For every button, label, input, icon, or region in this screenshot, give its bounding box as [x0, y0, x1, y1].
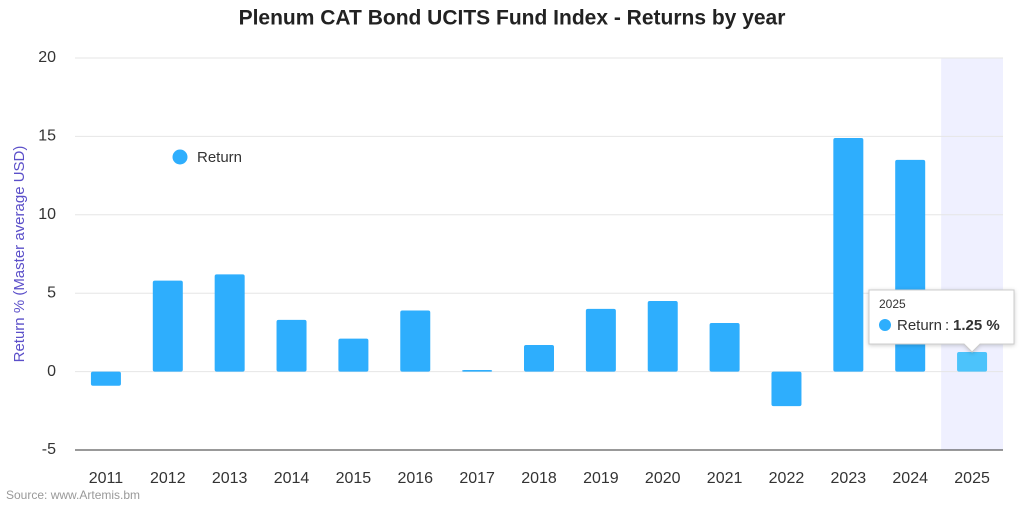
bar [276, 319, 307, 372]
bar [709, 322, 740, 372]
bar [524, 344, 554, 372]
tooltip-title: 2025 [879, 297, 906, 311]
y-tick-label: 20 [38, 49, 56, 66]
y-tick-label: 5 [47, 284, 56, 301]
y-axis-label: Return % (Master average USD) [11, 146, 28, 363]
source: Source: www.Artemis.bm [6, 488, 140, 502]
bar [152, 280, 183, 372]
x-tick-label: 2012 [150, 470, 186, 487]
x-tick-label: 2023 [831, 470, 867, 487]
bar [214, 274, 245, 372]
x-tick-label: 2013 [212, 470, 248, 487]
legend-marker [172, 149, 188, 165]
x-tick-label: 2017 [459, 470, 495, 487]
bar [771, 371, 802, 407]
tooltip-marker [879, 319, 891, 331]
tooltip-colon: : [945, 317, 949, 334]
y-tick-label: 0 [47, 363, 56, 380]
x-tick-label: 2014 [274, 470, 310, 487]
y-tick-label: -5 [42, 441, 56, 458]
tooltip-series: Return [897, 317, 942, 334]
x-tick-label: 2018 [521, 470, 557, 487]
x-tick-label: 2019 [583, 470, 619, 487]
bar [833, 137, 864, 372]
y-tick-label: 15 [38, 128, 56, 145]
x-tick-label: 2025 [954, 470, 990, 487]
legend-label: Return [197, 149, 242, 166]
x-tick-label: 2011 [89, 470, 124, 487]
x-tick-label: 2020 [645, 470, 681, 487]
bar [647, 301, 678, 372]
x-tick-label: 2022 [769, 470, 805, 487]
bar [338, 338, 369, 372]
bar [957, 352, 988, 372]
x-tick-label: 2021 [707, 470, 743, 487]
chart-title: Plenum CAT Bond UCITS Fund Index - Retur… [239, 7, 786, 30]
x-tick-label: 2016 [397, 470, 433, 487]
bar [90, 371, 121, 386]
highlight-band [941, 58, 1003, 450]
tooltip-box [868, 289, 1015, 353]
x-tick-label: 2015 [336, 470, 372, 487]
y-tick-label: 10 [38, 206, 56, 223]
bar [400, 310, 431, 372]
tooltip-value: 1.25 % [953, 317, 1000, 334]
x-tick-label: 2024 [892, 470, 928, 487]
bar [462, 370, 493, 372]
bar [585, 308, 616, 372]
